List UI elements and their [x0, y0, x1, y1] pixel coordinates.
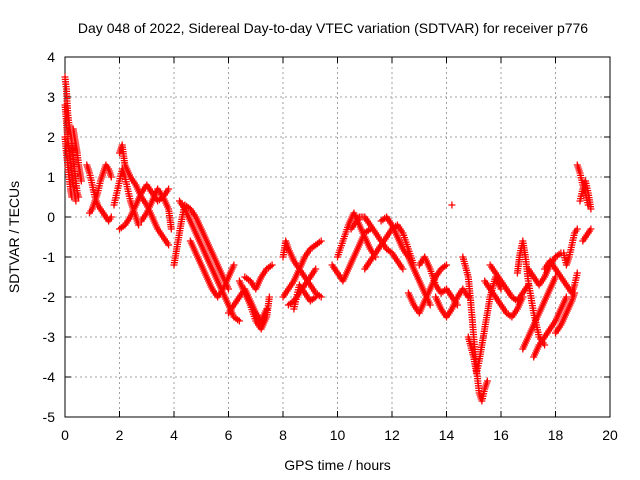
x-tick-label: 20: [602, 427, 618, 443]
x-tick-label: 10: [330, 427, 346, 443]
y-axis-title: SDTVAR / TECUs: [6, 181, 22, 293]
x-tick-label: 14: [439, 427, 455, 443]
x-tick-label: 16: [493, 427, 509, 443]
y-tick-label: -3: [43, 329, 56, 345]
y-tick-label: -2: [43, 289, 56, 305]
x-tick-label: 2: [116, 427, 124, 443]
x-tick-label: 18: [548, 427, 564, 443]
y-tick-label: -1: [43, 249, 56, 265]
y-tick-label: -4: [43, 369, 56, 385]
x-tick-label: 8: [279, 427, 287, 443]
series-0-points: [61, 73, 595, 405]
y-tick-label: 1: [47, 169, 55, 185]
chart-title: Day 048 of 2022, Sidereal Day-to-day VTE…: [78, 20, 588, 36]
x-tick-label: 4: [170, 427, 178, 443]
data-points: [61, 73, 595, 405]
x-tick-label: 0: [61, 427, 69, 443]
y-tick-label: 4: [47, 49, 55, 65]
x-tick-label: 6: [225, 427, 233, 443]
grid-lines: [65, 57, 610, 417]
y-tick-label: 3: [47, 89, 55, 105]
y-tick-label: 2: [47, 129, 55, 145]
x-axis-title: GPS time / hours: [284, 457, 391, 473]
x-tick-label: 12: [384, 427, 400, 443]
y-tick-label: -5: [43, 409, 56, 425]
y-tick-label: 0: [47, 209, 55, 225]
